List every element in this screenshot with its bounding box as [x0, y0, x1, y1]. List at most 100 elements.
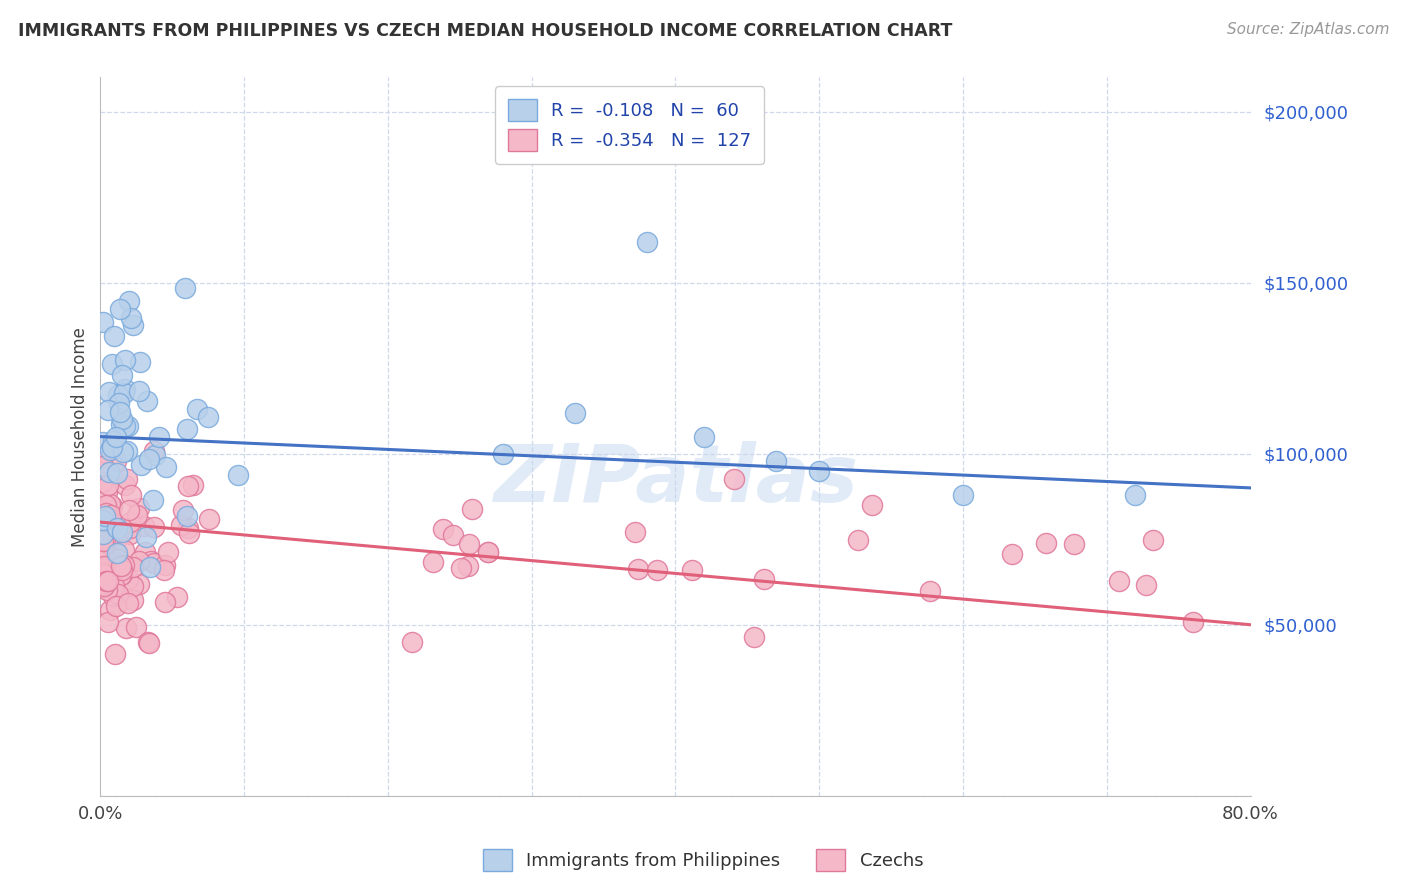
Point — [91, 533, 114, 548]
Point — [142, 556, 165, 570]
Point — [121, 579, 143, 593]
Point — [139, 554, 162, 568]
Point — [111, 566, 134, 581]
Point — [90, 549, 112, 564]
Point — [117, 596, 139, 610]
Point — [155, 558, 177, 572]
Point — [111, 524, 134, 539]
Y-axis label: Median Household Income: Median Household Income — [72, 326, 89, 547]
Point — [132, 519, 155, 533]
Point — [100, 508, 122, 522]
Point — [155, 460, 177, 475]
Point — [105, 521, 128, 535]
Point — [118, 502, 141, 516]
Point — [111, 411, 134, 425]
Point — [148, 430, 170, 444]
Point — [624, 525, 647, 540]
Legend: Immigrants from Philippines, Czechs: Immigrants from Philippines, Czechs — [475, 842, 931, 879]
Point — [112, 558, 135, 572]
Point — [105, 532, 128, 546]
Point — [91, 527, 114, 541]
Point — [129, 458, 152, 472]
Point — [135, 394, 157, 409]
Point — [97, 465, 120, 479]
Point — [111, 368, 134, 382]
Text: Source: ZipAtlas.com: Source: ZipAtlas.com — [1226, 22, 1389, 37]
Point — [94, 498, 117, 512]
Point — [91, 451, 114, 466]
Point — [100, 440, 122, 454]
Point — [107, 564, 129, 578]
Point — [97, 546, 120, 560]
Point — [143, 448, 166, 462]
Point — [492, 447, 515, 461]
Point — [112, 386, 135, 401]
Point — [93, 458, 115, 473]
Point — [117, 419, 139, 434]
Point — [477, 545, 499, 559]
Point — [142, 520, 165, 534]
Point — [477, 544, 499, 558]
Point — [103, 579, 125, 593]
Point — [129, 355, 152, 369]
Point — [91, 580, 114, 594]
Point — [105, 466, 128, 480]
Point — [94, 508, 117, 523]
Point — [1125, 488, 1147, 502]
Point — [91, 567, 114, 582]
Point — [97, 560, 120, 574]
Point — [152, 563, 174, 577]
Point — [134, 544, 156, 558]
Point — [153, 594, 176, 608]
Point — [103, 329, 125, 343]
Point — [100, 538, 122, 552]
Point — [94, 533, 117, 547]
Point — [860, 498, 883, 512]
Point — [110, 567, 132, 582]
Point — [441, 528, 464, 542]
Point — [808, 464, 831, 478]
Point — [104, 599, 127, 614]
Point — [176, 422, 198, 436]
Point — [96, 583, 118, 598]
Point — [98, 385, 121, 400]
Point — [98, 497, 121, 511]
Point — [461, 501, 484, 516]
Point — [765, 453, 787, 467]
Point — [93, 577, 115, 591]
Point — [118, 294, 141, 309]
Point — [90, 513, 112, 527]
Point — [1142, 533, 1164, 548]
Point — [120, 488, 142, 502]
Point — [1035, 535, 1057, 549]
Point — [1108, 574, 1130, 588]
Point — [636, 235, 658, 249]
Point — [226, 467, 249, 482]
Point — [693, 429, 716, 443]
Point — [174, 281, 197, 295]
Point — [723, 472, 745, 486]
Point — [93, 558, 115, 573]
Point — [114, 383, 136, 397]
Point — [91, 513, 114, 527]
Point — [101, 516, 124, 531]
Point — [166, 590, 188, 604]
Point — [101, 543, 124, 558]
Point — [90, 516, 112, 530]
Point — [952, 488, 974, 502]
Point — [110, 417, 132, 432]
Point — [107, 388, 129, 402]
Point — [920, 583, 942, 598]
Point — [457, 537, 479, 551]
Point — [110, 559, 132, 574]
Point — [104, 647, 127, 661]
Point — [1001, 547, 1024, 561]
Point — [108, 301, 131, 316]
Point — [564, 406, 586, 420]
Point — [170, 517, 193, 532]
Point — [98, 443, 121, 458]
Point — [91, 508, 114, 523]
Point — [91, 315, 114, 329]
Point — [112, 542, 135, 557]
Point — [114, 419, 136, 434]
